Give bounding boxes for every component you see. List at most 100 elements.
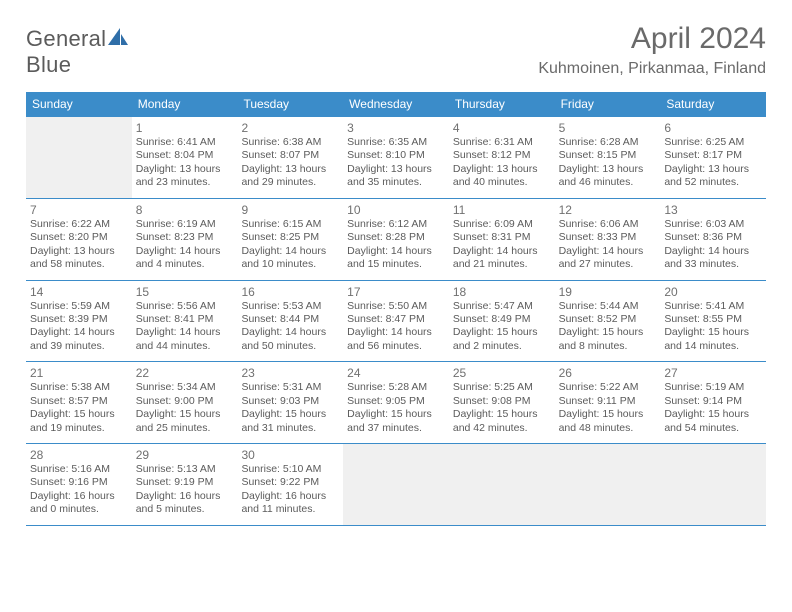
day-cell: 24Sunrise: 5:28 AMSunset: 9:05 PMDayligh…: [343, 362, 449, 443]
daylight2-text: and 2 minutes.: [453, 340, 551, 353]
daylight2-text: and 29 minutes.: [241, 176, 339, 189]
daylight2-text: and 10 minutes.: [241, 258, 339, 271]
day-number: 11: [453, 203, 551, 217]
sunrise-text: Sunrise: 6:09 AM: [453, 218, 551, 231]
sunset-text: Sunset: 9:08 PM: [453, 395, 551, 408]
day-cell: 28Sunrise: 5:16 AMSunset: 9:16 PMDayligh…: [26, 444, 132, 525]
empty-cell: [26, 117, 132, 198]
day-cell: 30Sunrise: 5:10 AMSunset: 9:22 PMDayligh…: [237, 444, 343, 525]
sunset-text: Sunset: 9:14 PM: [664, 395, 762, 408]
daylight1-text: Daylight: 14 hours: [559, 245, 657, 258]
daylight1-text: Daylight: 14 hours: [347, 245, 445, 258]
daylight1-text: Daylight: 15 hours: [664, 408, 762, 421]
sunset-text: Sunset: 8:41 PM: [136, 313, 234, 326]
sunset-text: Sunset: 8:31 PM: [453, 231, 551, 244]
sunset-text: Sunset: 8:10 PM: [347, 149, 445, 162]
daylight1-text: Daylight: 13 hours: [241, 163, 339, 176]
day-cell: 2Sunrise: 6:38 AMSunset: 8:07 PMDaylight…: [237, 117, 343, 198]
day-number: 13: [664, 203, 762, 217]
daylight2-text: and 0 minutes.: [30, 503, 128, 516]
daylight1-text: Daylight: 15 hours: [136, 408, 234, 421]
sunrise-text: Sunrise: 5:38 AM: [30, 381, 128, 394]
daylight1-text: Daylight: 14 hours: [136, 245, 234, 258]
day-number: 20: [664, 285, 762, 299]
sunrise-text: Sunrise: 5:56 AM: [136, 300, 234, 313]
week-row: 28Sunrise: 5:16 AMSunset: 9:16 PMDayligh…: [26, 444, 766, 526]
daylight2-text: and 5 minutes.: [136, 503, 234, 516]
daylight2-text: and 25 minutes.: [136, 422, 234, 435]
sunrise-text: Sunrise: 5:19 AM: [664, 381, 762, 394]
sunrise-text: Sunrise: 6:12 AM: [347, 218, 445, 231]
day-cell: 7Sunrise: 6:22 AMSunset: 8:20 PMDaylight…: [26, 199, 132, 280]
day-number: 27: [664, 366, 762, 380]
daylight2-text: and 14 minutes.: [664, 340, 762, 353]
daylight2-text: and 52 minutes.: [664, 176, 762, 189]
day-cell: 10Sunrise: 6:12 AMSunset: 8:28 PMDayligh…: [343, 199, 449, 280]
daylight1-text: Daylight: 14 hours: [136, 326, 234, 339]
day-cell: 1Sunrise: 6:41 AMSunset: 8:04 PMDaylight…: [132, 117, 238, 198]
sunrise-text: Sunrise: 5:13 AM: [136, 463, 234, 476]
sunrise-text: Sunrise: 6:28 AM: [559, 136, 657, 149]
daylight2-text: and 37 minutes.: [347, 422, 445, 435]
day-cell: 17Sunrise: 5:50 AMSunset: 8:47 PMDayligh…: [343, 281, 449, 362]
logo: General Blue: [26, 22, 128, 78]
sunrise-text: Sunrise: 5:28 AM: [347, 381, 445, 394]
daylight1-text: Daylight: 15 hours: [664, 326, 762, 339]
daylight2-text: and 4 minutes.: [136, 258, 234, 271]
day-cell: 13Sunrise: 6:03 AMSunset: 8:36 PMDayligh…: [660, 199, 766, 280]
sunset-text: Sunset: 8:15 PM: [559, 149, 657, 162]
daylight1-text: Daylight: 13 hours: [30, 245, 128, 258]
daylight2-text: and 11 minutes.: [241, 503, 339, 516]
daylight1-text: Daylight: 14 hours: [30, 326, 128, 339]
sunrise-text: Sunrise: 6:19 AM: [136, 218, 234, 231]
day-number: 14: [30, 285, 128, 299]
sunrise-text: Sunrise: 5:44 AM: [559, 300, 657, 313]
dow-friday: Friday: [555, 92, 661, 117]
sunset-text: Sunset: 9:05 PM: [347, 395, 445, 408]
day-number: 4: [453, 121, 551, 135]
sunrise-text: Sunrise: 6:35 AM: [347, 136, 445, 149]
daylight2-text: and 23 minutes.: [136, 176, 234, 189]
daylight1-text: Daylight: 14 hours: [347, 326, 445, 339]
day-cell: 21Sunrise: 5:38 AMSunset: 8:57 PMDayligh…: [26, 362, 132, 443]
sunset-text: Sunset: 8:17 PM: [664, 149, 762, 162]
sunrise-text: Sunrise: 5:34 AM: [136, 381, 234, 394]
sunset-text: Sunset: 8:39 PM: [30, 313, 128, 326]
sunrise-text: Sunrise: 5:22 AM: [559, 381, 657, 394]
sunset-text: Sunset: 9:00 PM: [136, 395, 234, 408]
day-number: 18: [453, 285, 551, 299]
day-number: 16: [241, 285, 339, 299]
daylight2-text: and 50 minutes.: [241, 340, 339, 353]
day-cell: 5Sunrise: 6:28 AMSunset: 8:15 PMDaylight…: [555, 117, 661, 198]
week-row: 7Sunrise: 6:22 AMSunset: 8:20 PMDaylight…: [26, 199, 766, 281]
sunrise-text: Sunrise: 6:03 AM: [664, 218, 762, 231]
sunset-text: Sunset: 9:03 PM: [241, 395, 339, 408]
sunrise-text: Sunrise: 5:41 AM: [664, 300, 762, 313]
sunset-text: Sunset: 8:47 PM: [347, 313, 445, 326]
sail-icon: [108, 28, 128, 51]
sunrise-text: Sunrise: 6:31 AM: [453, 136, 551, 149]
empty-cell: [343, 444, 449, 525]
page-title: April 2024: [538, 22, 766, 56]
daylight1-text: Daylight: 13 hours: [453, 163, 551, 176]
dow-thursday: Thursday: [449, 92, 555, 117]
sunrise-text: Sunrise: 5:50 AM: [347, 300, 445, 313]
dow-saturday: Saturday: [660, 92, 766, 117]
day-number: 23: [241, 366, 339, 380]
dow-monday: Monday: [132, 92, 238, 117]
day-cell: 27Sunrise: 5:19 AMSunset: 9:14 PMDayligh…: [660, 362, 766, 443]
daylight2-text: and 21 minutes.: [453, 258, 551, 271]
daylight1-text: Daylight: 13 hours: [347, 163, 445, 176]
weeks-container: 1Sunrise: 6:41 AMSunset: 8:04 PMDaylight…: [26, 117, 766, 526]
day-cell: 29Sunrise: 5:13 AMSunset: 9:19 PMDayligh…: [132, 444, 238, 525]
title-block: April 2024 Kuhmoinen, Pirkanmaa, Finland: [538, 22, 766, 78]
daylight2-text: and 19 minutes.: [30, 422, 128, 435]
week-row: 21Sunrise: 5:38 AMSunset: 8:57 PMDayligh…: [26, 362, 766, 444]
daylight2-text: and 39 minutes.: [30, 340, 128, 353]
sunset-text: Sunset: 8:25 PM: [241, 231, 339, 244]
sunset-text: Sunset: 8:52 PM: [559, 313, 657, 326]
daylight1-text: Daylight: 15 hours: [453, 326, 551, 339]
day-number: 1: [136, 121, 234, 135]
day-cell: 9Sunrise: 6:15 AMSunset: 8:25 PMDaylight…: [237, 199, 343, 280]
sunrise-text: Sunrise: 6:22 AM: [30, 218, 128, 231]
